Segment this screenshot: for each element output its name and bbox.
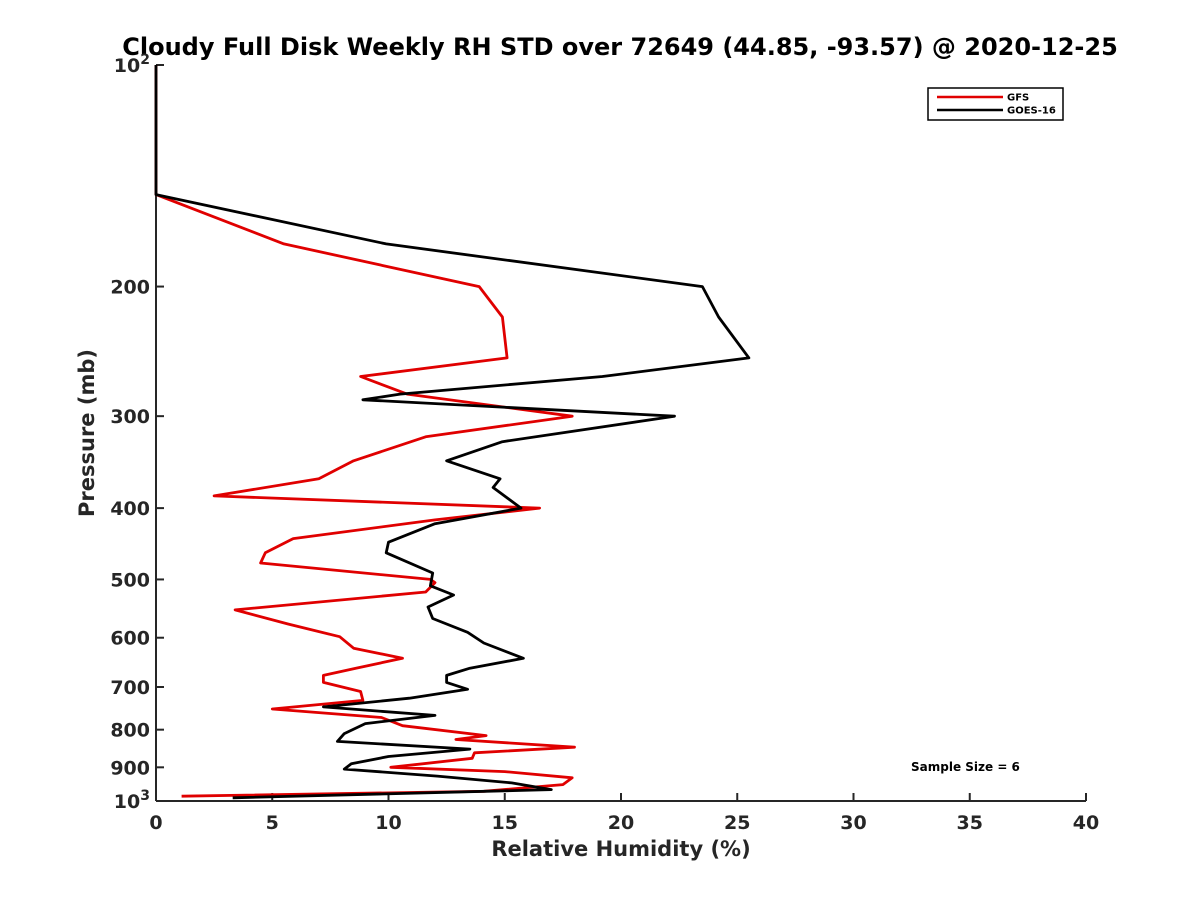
y-tick-label: 700 (110, 677, 150, 699)
y-axis-label: Pressure (mb) (75, 349, 99, 517)
y-tick-label: 900 (110, 757, 150, 779)
x-tick-label: 15 (492, 812, 518, 834)
y-tick-label: 600 (110, 628, 150, 650)
legend-box (927, 87, 1064, 121)
y-tick-label: 103 (114, 788, 150, 813)
plot-axes (155, 65, 1086, 802)
y-tick-label: 200 (110, 277, 150, 299)
legend-label-gfs: GFS (1007, 93, 1029, 104)
y-tick-label: 400 (110, 498, 150, 520)
y-tick-label: 300 (110, 406, 150, 428)
x-tick-label: 30 (840, 812, 866, 834)
x-axis-ticks: 0 5 10 15 20 25 30 35 40 (149, 793, 1099, 834)
x-tick-label: 35 (957, 812, 983, 834)
x-tick-label: 10 (375, 812, 401, 834)
x-axis-label: Relative Humidity (%) (491, 837, 750, 861)
y-tick-label: 500 (110, 569, 150, 591)
series-line-goes-16 (154, 65, 751, 800)
x-tick-label: 5 (266, 812, 279, 834)
x-tick-label: 0 (149, 812, 162, 834)
legend: GFS GOES-16 (927, 87, 1064, 121)
x-tick-label: 20 (608, 812, 634, 834)
series-lines (154, 65, 751, 800)
chart-title: Cloudy Full Disk Weekly RH STD over 7264… (122, 33, 1118, 61)
y-tick-label: 102 (114, 52, 150, 77)
y-tick-label: 800 (110, 720, 150, 742)
series-line-gfs (154, 65, 576, 798)
x-tick-label: 40 (1073, 812, 1099, 834)
legend-label-goes-16: GOES-16 (1007, 106, 1056, 117)
sample-size-annotation: Sample Size = 6 (911, 760, 1020, 774)
x-tick-label: 25 (724, 812, 750, 834)
y-axis-ticks: 102 200 300 400 500 600 700 800 900 103 (110, 52, 164, 813)
